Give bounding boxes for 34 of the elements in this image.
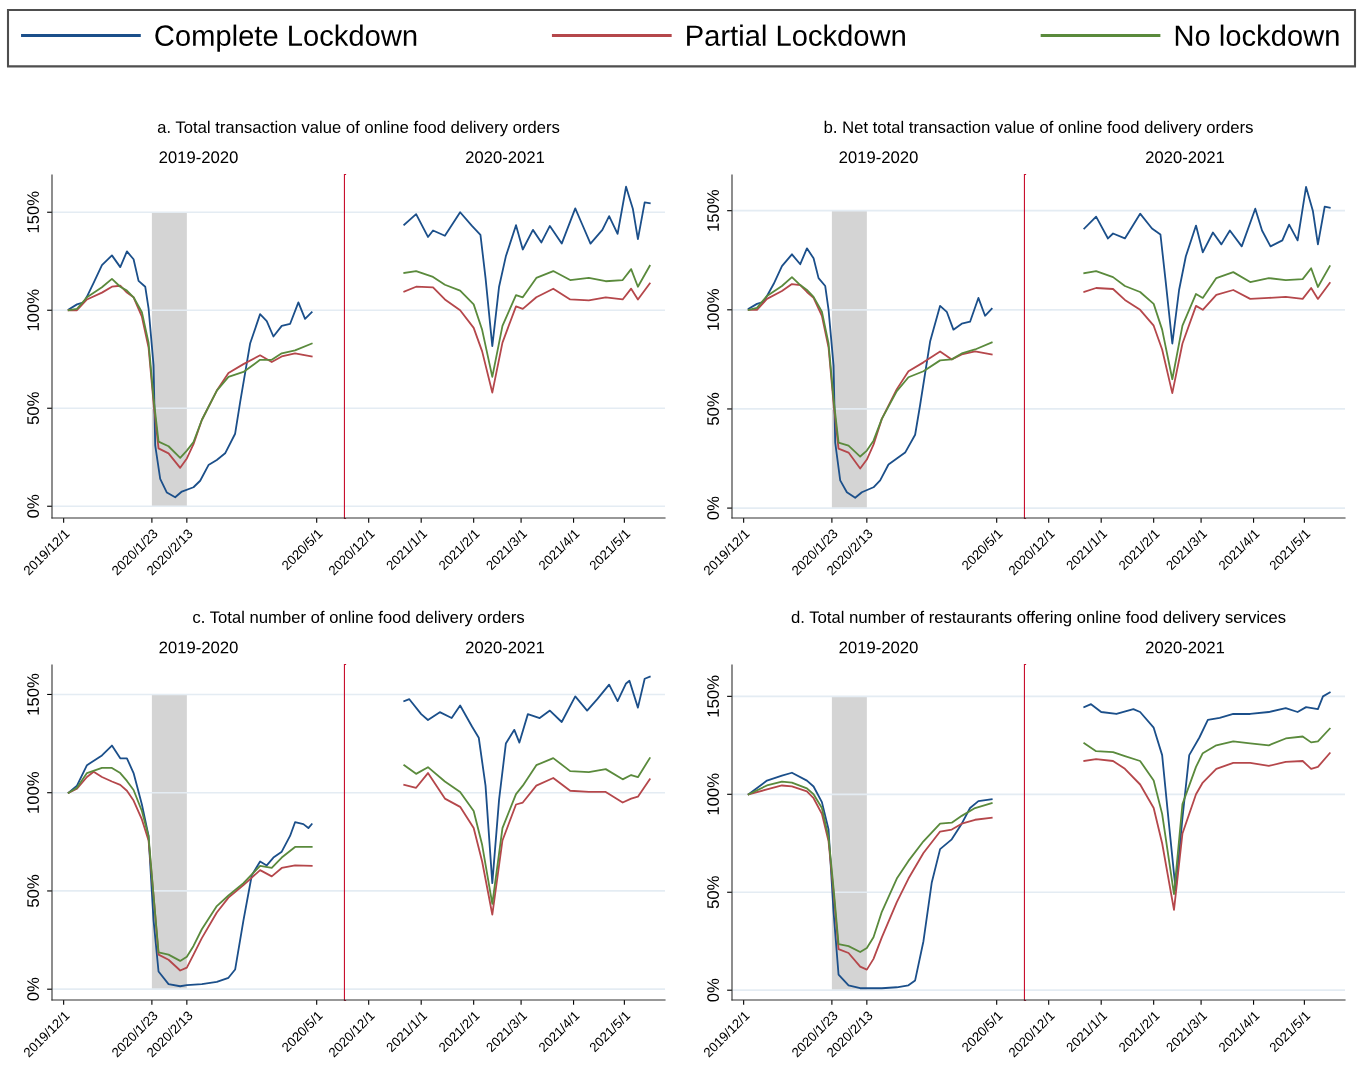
- y-tick-label: 0%: [707, 978, 719, 1002]
- y-tick-label: 0%: [707, 496, 719, 520]
- chart-title: c. Total number of online food delivery orders: [193, 610, 525, 627]
- legend-label: Partial Lockdown: [687, 24, 905, 47]
- y-tick-label: 0%: [27, 977, 39, 1001]
- y-tick-label: 100%: [707, 289, 719, 330]
- chart-subtitle: 2019-2020: [839, 151, 918, 164]
- y-tick-label: 150%: [27, 673, 39, 715]
- chart-subtitle: 2020-2021: [1145, 151, 1225, 164]
- line-series: [67, 250, 313, 499]
- chart-subtitle: 2019-2020: [159, 151, 238, 164]
- y-tick-label: 0%: [27, 494, 39, 518]
- y-tick-label: 50%: [707, 876, 719, 909]
- line-series: [67, 744, 313, 988]
- chart-subtitle: 2020-2021: [465, 641, 545, 654]
- chart-subtitle: 2020-2021: [1145, 641, 1225, 654]
- y-tick-label: 100%: [707, 773, 719, 815]
- chart-subtitle: 2020-2021: [465, 151, 545, 164]
- y-tick-label: 50%: [27, 392, 39, 425]
- y-tick-label: 50%: [707, 392, 719, 425]
- y-tick-label: 100%: [27, 289, 39, 331]
- chart-subtitle: 2019-2020: [159, 641, 238, 654]
- y-tick-label: 50%: [27, 874, 39, 907]
- chart-title: d. Total number of restaurants offering online food delivery services: [791, 610, 1286, 627]
- line-series: [747, 247, 993, 499]
- chart-title: b. Net total transaction value of online food delivery orders: [824, 120, 1253, 137]
- y-tick-label: 150%: [707, 189, 719, 231]
- legend-label: No lockdown: [1175, 24, 1339, 47]
- y-tick-label: 100%: [27, 771, 39, 813]
- chart-subtitle: 2019-2020: [839, 641, 918, 654]
- y-tick-label: 150%: [27, 191, 39, 233]
- chart-title: a. Total transaction value of online food delivery orders: [157, 120, 560, 137]
- legend-label: Complete Lockdown: [155, 24, 417, 52]
- y-tick-label: 150%: [707, 675, 719, 717]
